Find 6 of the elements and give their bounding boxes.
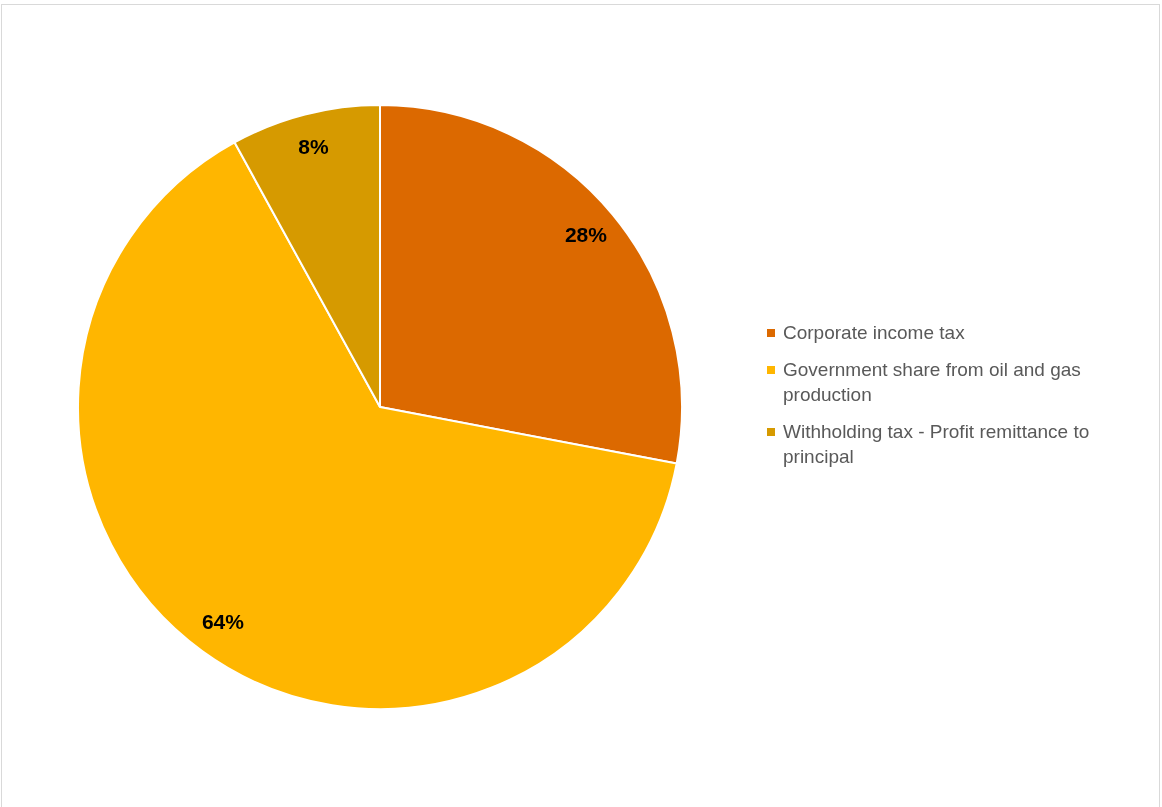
legend-label: Withholding tax - Profit remittance to principal	[783, 420, 1091, 469]
data-label: 64%	[201, 610, 245, 634]
legend-label: Government share from oil and gas production	[783, 358, 1082, 407]
legend-label: Corporate income tax	[783, 321, 965, 345]
data-label: 8%	[298, 134, 330, 158]
data-label: 28%	[564, 223, 608, 247]
